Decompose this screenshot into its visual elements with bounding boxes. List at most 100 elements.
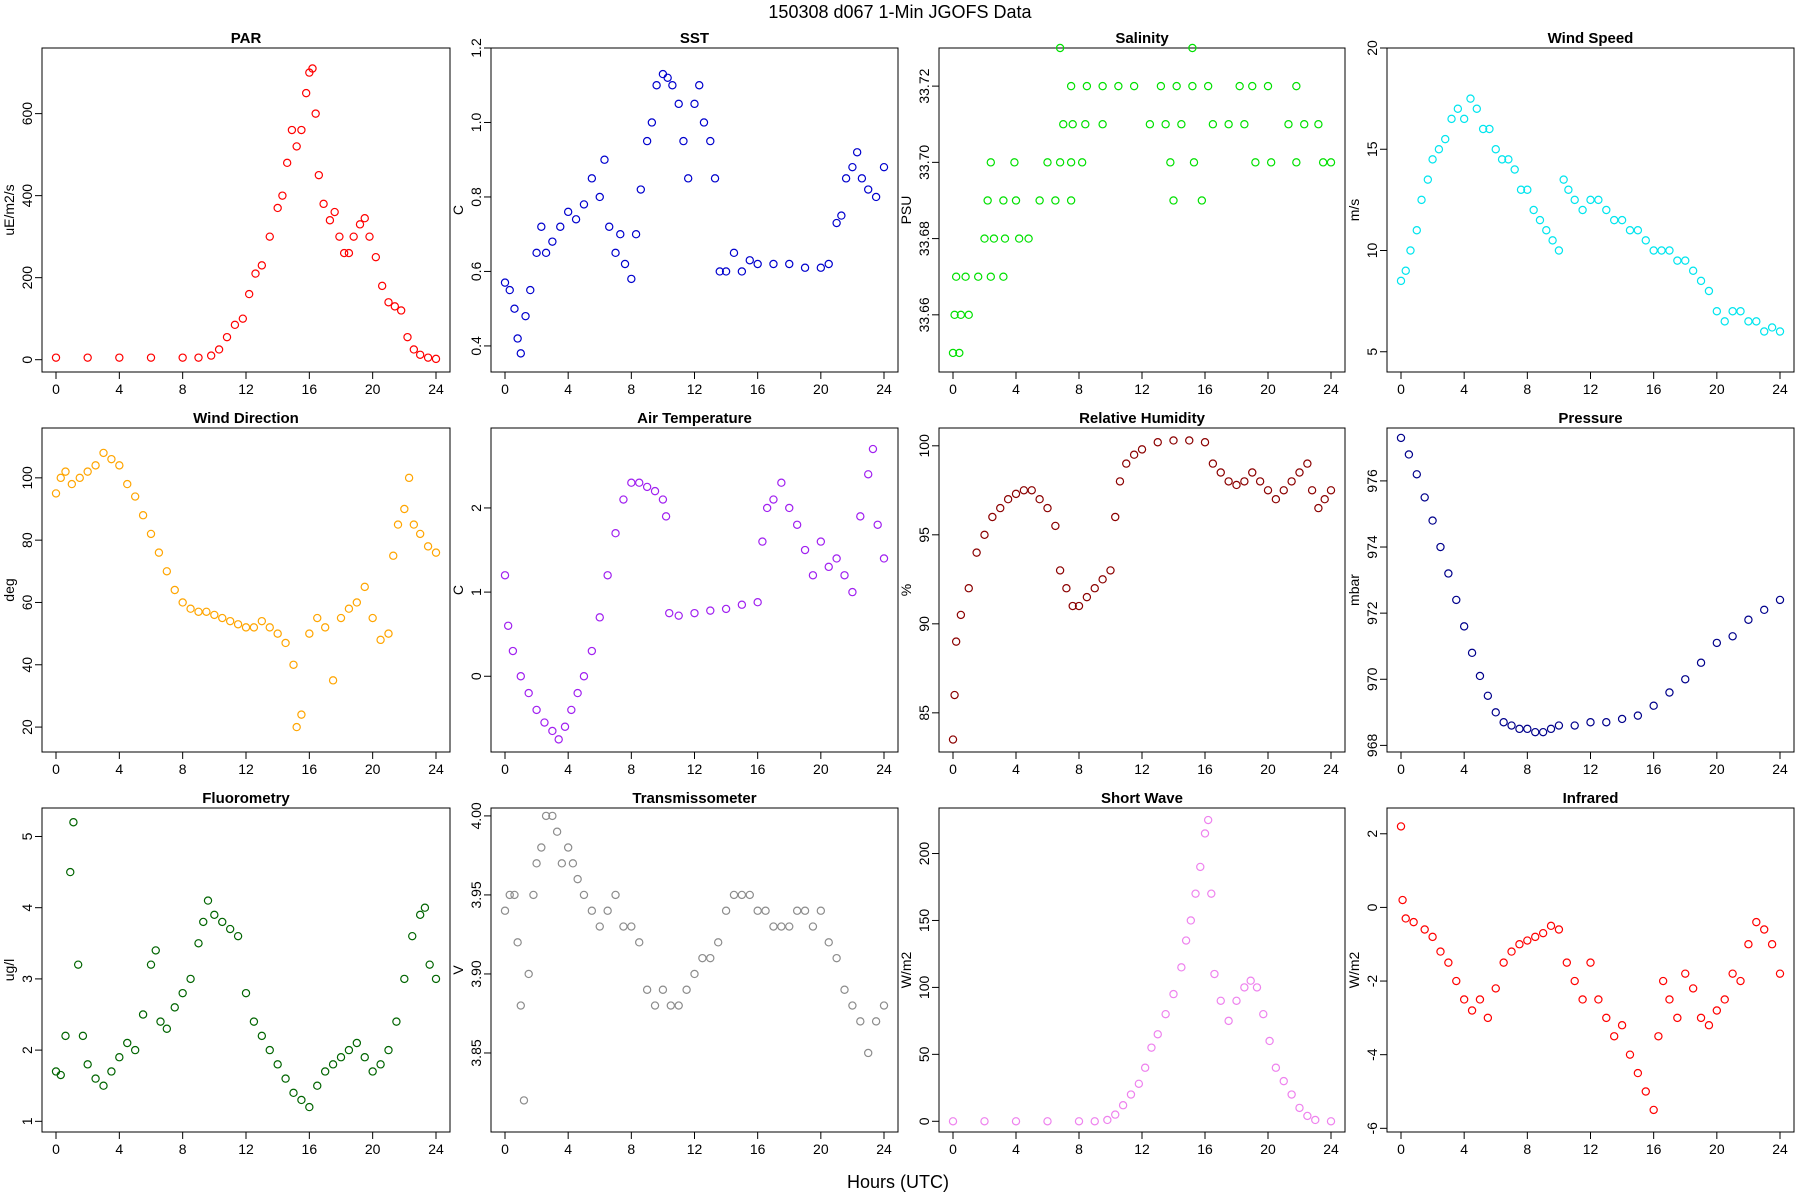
data-point <box>123 479 132 489</box>
data-point <box>1118 1101 1128 1110</box>
data-point <box>1529 205 1538 215</box>
data-point <box>1122 459 1131 468</box>
data-point <box>1396 822 1406 831</box>
data-point <box>642 136 652 146</box>
y-tick-label: 1 <box>468 588 484 596</box>
data-point <box>1434 145 1444 154</box>
x-tick-label: 8 <box>1075 761 1083 777</box>
data-point <box>1207 889 1216 898</box>
data-point <box>393 520 403 529</box>
data-point <box>289 1088 298 1098</box>
data-points-pressure <box>1396 433 1785 737</box>
data-point <box>1767 323 1777 332</box>
data-point <box>257 261 267 270</box>
data-point <box>1248 81 1257 91</box>
x-tick-label: 8 <box>627 761 635 777</box>
data-point <box>67 479 77 489</box>
data-point <box>1401 914 1410 923</box>
data-point <box>249 623 259 632</box>
data-points-par <box>51 64 441 364</box>
data-point <box>1068 120 1077 129</box>
data-point <box>1147 1043 1156 1052</box>
data-point <box>1295 1103 1304 1113</box>
data-point <box>737 267 747 276</box>
x-tick-label: 24 <box>1323 761 1339 777</box>
data-point <box>1224 477 1233 486</box>
data-point <box>251 269 260 278</box>
x-tick-label: 20 <box>365 761 381 777</box>
data-point <box>573 688 582 698</box>
data-point <box>56 1070 65 1080</box>
data-point <box>603 571 612 580</box>
data-point <box>392 1017 401 1026</box>
x-tick-label: 24 <box>1772 1141 1788 1157</box>
data-point <box>425 960 434 969</box>
y-tick-label: 3 <box>19 975 35 983</box>
data-point <box>1420 925 1429 934</box>
x-tick-label: 16 <box>750 381 766 397</box>
data-point <box>99 448 108 458</box>
data-point <box>1515 940 1524 949</box>
y-axis-label: W/m2 <box>1346 952 1362 989</box>
data-point <box>1161 120 1170 129</box>
data-point <box>1292 158 1301 167</box>
y-tick-label: 5 <box>1364 348 1380 356</box>
data-points-sst <box>500 69 889 358</box>
data-point <box>1744 615 1753 624</box>
data-point <box>1300 120 1309 129</box>
data-point <box>554 735 563 744</box>
y-tick-label: 50 <box>916 1046 932 1062</box>
data-point <box>1314 503 1323 513</box>
data-point <box>1406 246 1415 255</box>
data-point <box>1024 234 1033 243</box>
data-point <box>1654 1032 1663 1041</box>
data-point <box>552 827 562 836</box>
data-point <box>328 1060 338 1069</box>
data-point <box>130 492 140 501</box>
data-point <box>1507 721 1516 730</box>
data-point <box>1497 155 1507 164</box>
data-point <box>339 248 349 258</box>
data-point <box>1649 246 1658 255</box>
data-point <box>715 267 724 276</box>
x-tick-label: 12 <box>687 761 703 777</box>
data-point <box>871 1017 881 1026</box>
data-point <box>1665 688 1674 697</box>
data-point <box>986 158 996 167</box>
y-tick-label: 200 <box>19 266 35 290</box>
data-point <box>769 922 778 931</box>
data-point <box>1169 989 1178 999</box>
data-point <box>642 985 652 994</box>
data-point <box>510 890 519 900</box>
data-point <box>214 345 224 354</box>
data-point <box>344 1045 354 1055</box>
data-point <box>115 1053 124 1062</box>
data-point <box>336 613 346 623</box>
data-point <box>579 200 589 209</box>
data-point <box>1074 601 1084 611</box>
x-tick-label: 12 <box>687 1141 703 1157</box>
panel-title: Transmissometer <box>632 790 756 807</box>
data-point <box>674 1001 683 1010</box>
x-tick-label: 16 <box>1197 1141 1213 1157</box>
x-tick-label: 20 <box>1260 761 1276 777</box>
data-point <box>1059 120 1068 129</box>
data-point <box>1404 450 1414 459</box>
panel-infrared: Infrared 0 4 8 12 16 20 24 -6 -4 -2 0 2 W/m2 <box>1346 790 1795 1157</box>
data-point <box>699 118 709 127</box>
x-tick-label: 24 <box>1772 381 1788 397</box>
data-point <box>1554 246 1564 255</box>
data-point <box>879 554 889 563</box>
data-point <box>146 353 156 362</box>
data-point <box>349 232 358 241</box>
data-point <box>1546 724 1556 734</box>
data-point <box>1657 246 1666 255</box>
data-point <box>1546 921 1556 931</box>
data-point <box>961 272 970 281</box>
data-point <box>409 520 419 529</box>
y-axis-label: C <box>450 585 466 595</box>
data-point <box>832 218 841 228</box>
data-point <box>956 310 966 320</box>
data-point <box>600 155 609 164</box>
data-point <box>857 174 867 183</box>
